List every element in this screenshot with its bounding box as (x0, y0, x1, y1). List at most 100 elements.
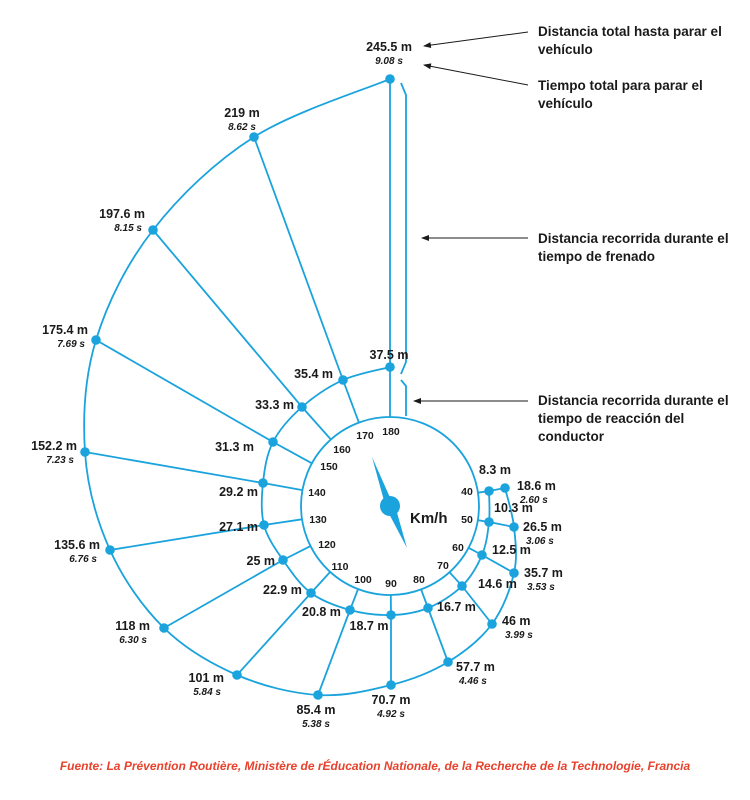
total-time-label: 7.23 s (46, 455, 74, 466)
total-distance-label: 135.6 m (54, 538, 100, 552)
reaction-spoke (272, 441, 313, 465)
reaction-point (297, 402, 307, 412)
arrow-total-time (423, 63, 529, 86)
total-point (148, 225, 158, 235)
reaction-point (386, 610, 396, 620)
total-point (443, 657, 453, 667)
total-point (386, 680, 396, 690)
reaction-bracket (400, 379, 407, 416)
reaction-spoke (342, 379, 360, 423)
braking-spoke (84, 451, 264, 484)
total-distance-label: 118 m (115, 619, 150, 633)
total-time-label: 2.60 s (519, 495, 548, 506)
braking-spoke (95, 339, 274, 443)
total-distance-label: 35.7 m (524, 566, 563, 580)
speed-tick-label: 100 (354, 574, 372, 586)
braking-spoke (163, 559, 284, 629)
speed-tick-label: 70 (437, 560, 449, 572)
total-time-label: 5.84 s (193, 687, 221, 698)
reaction-point (484, 517, 494, 527)
needle-hub (380, 496, 400, 516)
reaction-distance-label: 27.1 m (219, 520, 258, 534)
total-distance-label: 245.5 m (366, 40, 412, 54)
reaction-distance-label: 25 m (247, 554, 276, 568)
total-time-label: 3.06 s (526, 536, 554, 547)
total-distance-label: 70.7 m (372, 693, 411, 707)
dial-needle (372, 457, 407, 548)
total-time-label: 7.69 s (57, 339, 85, 350)
reaction-distance-label: 37.5 m (370, 348, 409, 362)
total-distance-label: 152.2 m (31, 439, 77, 453)
reaction-distance-label: 16.7 m (437, 600, 476, 614)
total-point (313, 690, 323, 700)
braking-bracket (400, 82, 407, 375)
source-credit: Fuente: La Prévention Routière, Ministèr… (59, 759, 691, 773)
reaction-point (278, 555, 288, 565)
reaction-distance-label: 20.8 m (302, 605, 341, 619)
reaction-point (457, 581, 467, 591)
reaction-point (306, 588, 316, 598)
total-time-label: 8.62 s (228, 122, 256, 133)
total-distance-label: 197.6 m (99, 207, 145, 221)
total-time-label: 9.08 s (375, 56, 403, 67)
total-point (500, 483, 510, 493)
spiral-lines (83, 31, 529, 697)
total-distance-label: 57.7 m (456, 660, 495, 674)
reaction-point (338, 375, 348, 385)
needle-upper (372, 457, 392, 508)
total-point (80, 447, 90, 457)
reaction-distance-label: 31.3 m (215, 440, 254, 454)
reaction-spoke (263, 518, 303, 526)
dial-unit-label: Km/h (410, 510, 448, 527)
total-point (385, 74, 395, 84)
reaction-point (423, 603, 433, 613)
speed-tick-label: 40 (461, 486, 473, 498)
total-point (159, 623, 169, 633)
speed-tick-label: 160 (333, 444, 351, 456)
reaction-distance-label: 12.5 m (492, 543, 531, 557)
braking-spoke (109, 524, 265, 551)
braking-spoke (427, 607, 449, 663)
speed-tick-label: 150 (320, 461, 338, 473)
reaction-spoke (282, 545, 311, 561)
braking-spoke (481, 554, 515, 574)
total-distance-label: 18.6 m (517, 479, 556, 493)
total-distance-label: 175.4 m (42, 323, 88, 337)
speed-tick-label: 80 (413, 574, 425, 586)
speed-tick-label: 60 (452, 542, 464, 554)
reaction-point (477, 550, 487, 560)
speed-tick-label: 120 (318, 539, 336, 551)
total-time-label: 5.38 s (302, 719, 330, 730)
braking-spoke (461, 585, 493, 625)
total-time-label: 4.92 s (376, 709, 405, 720)
data-labels: 40 8.3 m 18.6 m 2.60 s 50 10.3 m 26.5 m 3.06 s 6… (31, 40, 563, 730)
total-point (487, 619, 497, 629)
reaction-point (345, 605, 355, 615)
reaction-spoke (301, 406, 332, 441)
speed-tick-label: 130 (309, 514, 327, 526)
speed-tick-label: 50 (461, 514, 473, 526)
total-time-label: 4.46 s (458, 676, 487, 687)
reaction-distance-label: 10.3 m (494, 501, 533, 515)
reaction-point (268, 437, 278, 447)
braking-spoke (253, 136, 344, 381)
annotation-reaction-distance: Distancia recorrida durante el tiempo de… (538, 393, 729, 444)
reaction-distance-label: 18.7 m (350, 619, 389, 633)
reaction-distance-label: 29.2 m (219, 485, 258, 499)
speed-tick-label: 110 (332, 561, 349, 573)
speed-tick-label: 140 (308, 487, 326, 499)
total-distance-label: 219 m (224, 106, 259, 120)
total-time-label: 8.15 s (114, 223, 142, 234)
annotation-braking-distance: Distancia recorrida durante el tiempo de… (538, 231, 729, 264)
reaction-distance-label: 33.3 m (255, 398, 294, 412)
reaction-point (484, 486, 494, 496)
speed-tick-label: 90 (385, 578, 397, 590)
arrow-total-distance (423, 31, 529, 49)
total-point (91, 335, 101, 345)
total-time-label: 3.53 s (527, 582, 555, 593)
total-point (509, 522, 519, 532)
braking-spoke (236, 592, 312, 676)
total-point (249, 132, 259, 142)
reaction-distance-label: 14.6 m (478, 577, 517, 591)
